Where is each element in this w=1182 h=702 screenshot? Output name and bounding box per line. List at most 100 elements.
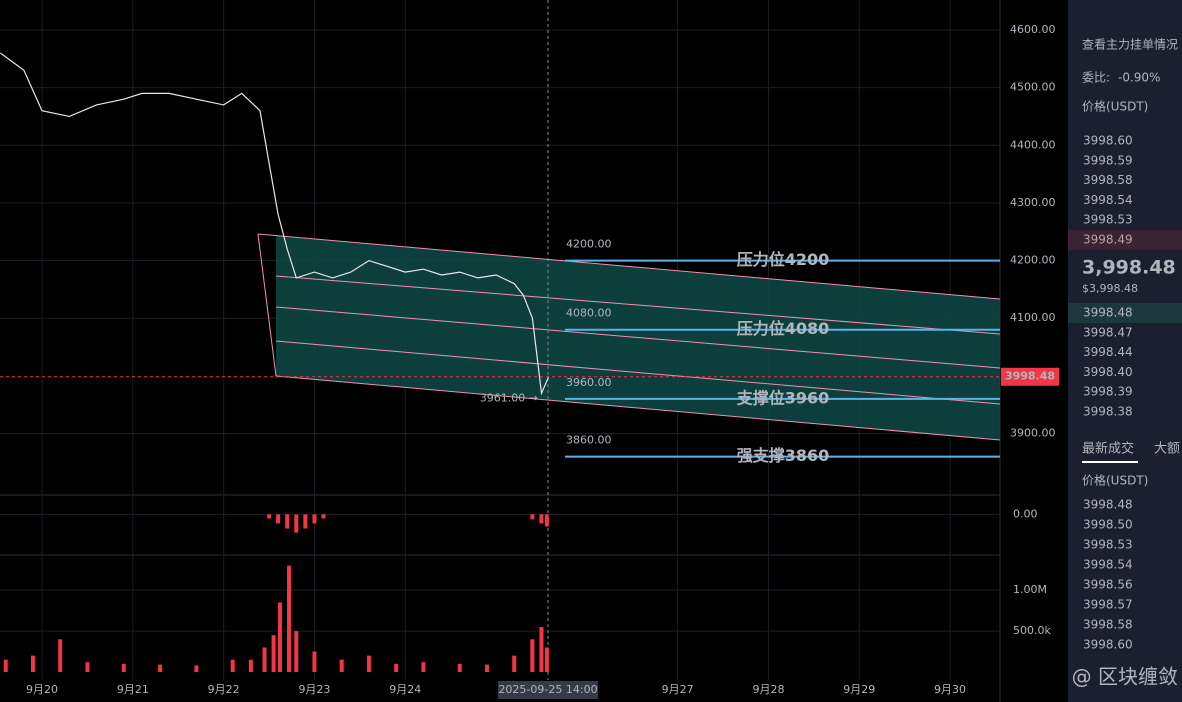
level-label: 4200.00 xyxy=(566,238,612,251)
x-tick-label: 9月21 xyxy=(117,683,149,696)
panel-text: 3998.53 xyxy=(1083,538,1133,552)
y-tick-label: 4400.00 xyxy=(1010,138,1056,151)
y-tick-label: 4200.00 xyxy=(1010,254,1056,267)
bar xyxy=(312,514,317,524)
bid-highlight xyxy=(1068,303,1182,323)
bar xyxy=(394,663,399,672)
channel-line xyxy=(275,375,1001,441)
panel-text: 3998.38 xyxy=(1083,405,1133,419)
level-note: 压力位4200 xyxy=(737,250,830,269)
watermark: @ 区块缠敛 xyxy=(1072,665,1178,689)
panel-text: 3998.54 xyxy=(1083,558,1133,572)
bar xyxy=(58,639,63,672)
crosshair-label: 2025-09-25 14:00 xyxy=(498,683,597,696)
bar xyxy=(544,514,549,527)
panel-text: $3,998.48 xyxy=(1082,282,1138,295)
bar xyxy=(484,664,489,672)
level-label: 3960.00 xyxy=(566,376,612,389)
channel-line xyxy=(257,233,277,377)
panel-text: 3998.56 xyxy=(1083,578,1133,592)
level-label: 4080.00 xyxy=(566,307,612,320)
level-label: 3860.00 xyxy=(566,434,612,447)
bar xyxy=(421,662,426,672)
x-tick-label: 9月22 xyxy=(208,683,240,696)
panel-text: -0.90% xyxy=(1118,71,1160,85)
y-tick-label: 4300.00 xyxy=(1010,196,1056,209)
bar xyxy=(530,514,535,520)
y-tick-label: 500.0k xyxy=(1013,624,1051,637)
panel-text: 3998.53 xyxy=(1083,213,1133,227)
ask-highlight xyxy=(1068,230,1182,250)
panel-text: 3,998.48 xyxy=(1082,257,1176,279)
panel-text: 3998.50 xyxy=(1083,518,1133,532)
bar xyxy=(339,659,344,672)
bar xyxy=(267,514,272,519)
current-price-box xyxy=(1001,367,1059,386)
x-tick-label: 9月27 xyxy=(662,683,694,696)
bar xyxy=(262,647,267,672)
x-tick-label: 9月30 xyxy=(934,683,966,696)
low-label: 3961.00 → xyxy=(480,391,538,404)
level-note: 支撑位3960 xyxy=(736,388,830,407)
panel-text: 3998.57 xyxy=(1083,598,1133,612)
x-tick-label: 9月28 xyxy=(752,683,784,696)
bar xyxy=(294,514,299,533)
panel-text: 价格(USDT) xyxy=(1082,473,1148,488)
bar xyxy=(512,655,517,672)
x-tick-label: 9月29 xyxy=(843,683,875,696)
bar xyxy=(3,659,8,672)
panel-text: 3998.54 xyxy=(1083,193,1133,207)
panel-text: 3998.48 xyxy=(1083,306,1133,320)
bar xyxy=(248,659,253,672)
panel-text: 3998.48 xyxy=(1083,498,1133,512)
bar xyxy=(158,664,163,672)
bar xyxy=(287,565,292,672)
panel-text: 3998.40 xyxy=(1083,365,1133,379)
crosshair-box xyxy=(498,681,598,699)
bar xyxy=(276,514,281,524)
y-tick-label: 4600.00 xyxy=(1010,23,1056,36)
y-tick-label: 4100.00 xyxy=(1010,311,1056,324)
panel-text: 3998.44 xyxy=(1083,345,1133,359)
x-tick-label: 9月24 xyxy=(389,683,421,696)
x-tick-label: 9月20 xyxy=(26,683,58,696)
channel-line xyxy=(275,275,1001,335)
bar xyxy=(121,663,126,672)
panel-text: 委比: xyxy=(1082,71,1110,85)
panel-text: 3998.59 xyxy=(1083,153,1133,167)
bar xyxy=(194,665,199,672)
y-tick-label: 0.00 xyxy=(1013,507,1038,520)
panel-text: 价格(USDT) xyxy=(1082,99,1148,114)
panel-text: 3998.49 xyxy=(1083,233,1133,247)
panel-text: 3998.60 xyxy=(1083,134,1133,148)
x-tick-label: 9月23 xyxy=(298,683,330,696)
bar xyxy=(321,514,326,519)
bar xyxy=(30,655,35,672)
bar xyxy=(230,659,235,672)
bar xyxy=(530,639,535,672)
channel-line xyxy=(275,306,1001,369)
channel-line xyxy=(275,340,1001,405)
bar xyxy=(312,651,317,672)
panel-text: 3998.58 xyxy=(1083,618,1133,632)
current-price-label: 3998.48 xyxy=(1005,370,1055,383)
bar xyxy=(285,514,290,529)
panel-text: 3998.47 xyxy=(1083,325,1133,339)
y-tick-label: 1.00M xyxy=(1013,583,1047,596)
panel-text: 3998.60 xyxy=(1083,638,1133,652)
y-tick-label: 4500.00 xyxy=(1010,81,1056,94)
panel-text: 查看主力挂单情况 xyxy=(1082,38,1178,52)
panel-text: 3998.39 xyxy=(1083,385,1133,399)
price-line xyxy=(0,52,550,396)
level-note: 强支撑3860 xyxy=(737,446,830,465)
bar xyxy=(294,631,299,672)
bar xyxy=(539,514,544,524)
side-panel xyxy=(1068,0,1182,702)
panel-text: 大额 xyxy=(1154,442,1180,457)
channel-line xyxy=(257,233,1001,300)
level-note: 压力位4080 xyxy=(737,319,830,338)
bar xyxy=(539,627,544,672)
y-tick-label: 3900.00 xyxy=(1010,427,1056,440)
